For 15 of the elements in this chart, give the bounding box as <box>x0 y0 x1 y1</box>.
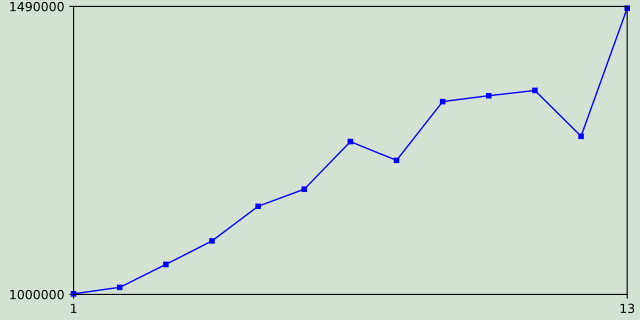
point <box>301 186 308 192</box>
point <box>116 284 123 290</box>
point <box>578 134 584 140</box>
point <box>532 88 538 94</box>
point <box>440 98 446 104</box>
point <box>209 238 215 244</box>
point <box>486 92 492 99</box>
x-tick-label: 1 <box>70 304 76 313</box>
point <box>348 138 354 144</box>
y-tick-label: 1000000 <box>10 290 64 300</box>
point <box>394 158 400 164</box>
y-tick-label: 1490000 <box>10 2 64 12</box>
point <box>255 203 261 210</box>
point <box>163 262 169 268</box>
x-tick-label: 13 <box>620 304 634 314</box>
